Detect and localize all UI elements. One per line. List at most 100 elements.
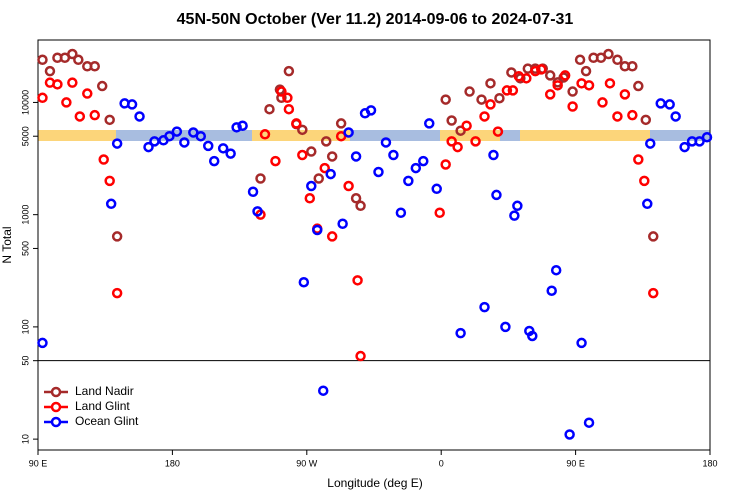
- data-point: [276, 92, 287, 104]
- data-point: [670, 111, 681, 122]
- legend-marker: [50, 386, 62, 398]
- data-point: [82, 88, 93, 99]
- x-tick-label: 90 E: [29, 458, 48, 468]
- data-point: [317, 385, 329, 396]
- data-point: [164, 130, 175, 142]
- y-tick-label: 10: [20, 434, 30, 444]
- data-point: [61, 97, 72, 108]
- legend-marker: [50, 401, 62, 413]
- data-point: [440, 159, 451, 170]
- data-point: [247, 186, 259, 198]
- x-axis-label: Longitude (deg E): [327, 476, 422, 490]
- data-point: [612, 54, 623, 66]
- data-point: [270, 155, 281, 167]
- data-point: [74, 111, 86, 122]
- data-point: [485, 78, 496, 89]
- data-point: [567, 101, 578, 112]
- data-point: [202, 140, 214, 152]
- data-point: [619, 89, 631, 100]
- data-point: [604, 78, 616, 89]
- x-tick-label: 180: [702, 458, 717, 468]
- data-point: [134, 111, 145, 122]
- data-point: [343, 127, 354, 138]
- data-point: [171, 126, 183, 137]
- data-point: [89, 61, 100, 72]
- x-tick-label: 90 W: [296, 458, 318, 468]
- data-point: [105, 198, 117, 210]
- data-point: [455, 125, 466, 136]
- data-point: [350, 193, 362, 204]
- data-point: [149, 136, 160, 147]
- data-point: [282, 92, 293, 104]
- data-point: [501, 85, 513, 96]
- data-point: [583, 417, 595, 428]
- surface-band: [38, 130, 710, 141]
- data-point: [440, 94, 451, 105]
- ocean-band: [650, 130, 710, 141]
- data-point: [343, 180, 354, 192]
- data-point: [455, 327, 466, 339]
- data-point: [491, 189, 502, 201]
- data-point: [640, 114, 652, 126]
- data-point: [37, 92, 48, 104]
- data-point: [418, 155, 429, 167]
- data-point: [231, 122, 242, 133]
- data-point: [485, 99, 496, 110]
- data-point: [259, 129, 271, 140]
- data-point: [283, 65, 295, 77]
- land-band: [38, 130, 116, 141]
- data-point: [217, 143, 229, 154]
- data-point: [365, 105, 377, 116]
- data-point: [104, 114, 115, 126]
- data-point: [355, 350, 366, 362]
- data-point: [627, 61, 638, 72]
- data-point: [319, 162, 330, 174]
- data-point: [208, 155, 220, 167]
- legend-label: Land Nadir: [75, 384, 134, 398]
- data-point: [298, 276, 310, 288]
- y-tick-label: 50: [20, 356, 30, 366]
- data-point: [488, 149, 499, 161]
- data-point: [373, 166, 384, 178]
- data-point: [352, 275, 363, 286]
- plot-frame: [37, 39, 711, 451]
- data-point: [104, 175, 115, 187]
- data-point: [380, 137, 392, 148]
- data-point: [507, 85, 519, 96]
- data-point: [44, 65, 56, 77]
- data-point: [297, 124, 308, 136]
- data-point: [312, 224, 323, 236]
- data-point: [326, 231, 338, 242]
- data-point: [434, 207, 445, 219]
- data-point: [297, 149, 308, 161]
- ocean-band: [500, 130, 520, 141]
- data-point: [283, 103, 295, 115]
- land-band: [252, 130, 350, 141]
- data-point: [252, 206, 263, 217]
- data-point: [633, 80, 644, 92]
- data-point: [564, 429, 575, 440]
- data-point: [536, 64, 547, 75]
- data-point: [664, 99, 675, 110]
- data-point: [574, 54, 586, 66]
- data-point: [494, 92, 505, 104]
- data-point: [326, 151, 338, 162]
- data-point: [395, 207, 407, 219]
- data-point: [612, 111, 623, 122]
- y-tick-label: 500: [20, 241, 30, 256]
- ocean-band: [116, 130, 252, 141]
- data-point: [143, 141, 154, 153]
- data-point: [52, 79, 63, 90]
- data-point: [550, 264, 562, 276]
- data-point: [509, 210, 520, 221]
- data-point: [452, 141, 463, 153]
- data-point: [521, 73, 532, 84]
- data-point: [559, 70, 571, 81]
- data-point: [645, 138, 656, 149]
- y-tick-label: 10000: [20, 90, 30, 115]
- data-point: [464, 86, 475, 97]
- data-point: [701, 131, 713, 143]
- data-point: [431, 183, 442, 195]
- data-point: [111, 138, 123, 149]
- data-point: [642, 198, 653, 210]
